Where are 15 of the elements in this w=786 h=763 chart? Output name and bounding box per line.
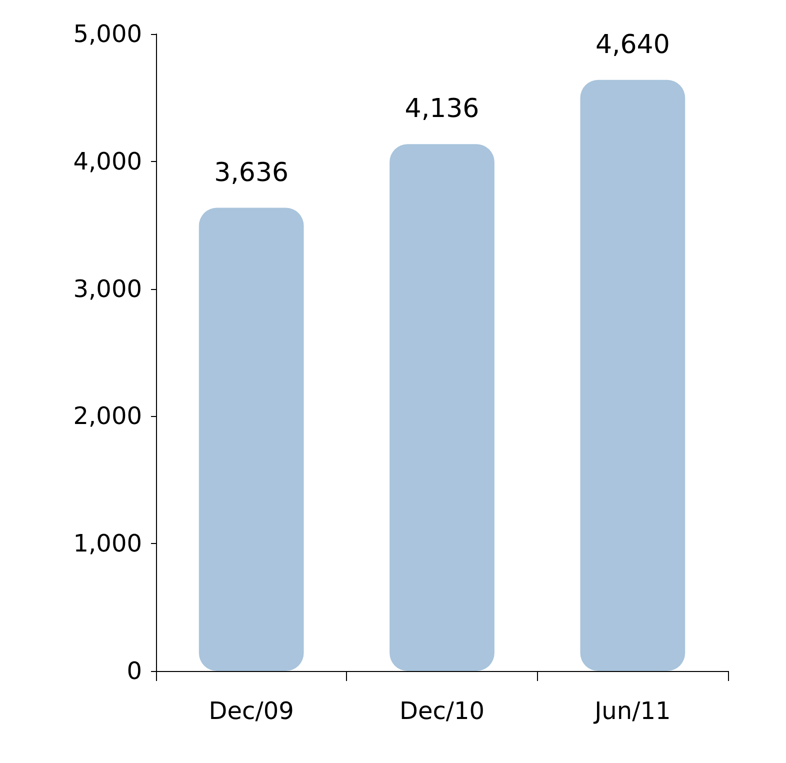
x-tick-label: Dec/09 xyxy=(208,697,294,725)
y-tick-label: 3,000 xyxy=(73,274,142,303)
y-tick-label: 1,000 xyxy=(73,530,142,558)
data-label: 3,636 xyxy=(214,158,289,188)
bar xyxy=(390,144,494,671)
bar xyxy=(580,80,686,671)
x-tick-label: Dec/10 xyxy=(399,697,485,725)
data-label: 4,640 xyxy=(595,30,670,60)
y-tick-label: 2,000 xyxy=(73,402,142,430)
y-tick-label: 5,000 xyxy=(73,20,142,48)
y-tick-label: 0 xyxy=(126,657,142,685)
bar xyxy=(198,208,304,671)
y-tick-label: 4,000 xyxy=(73,147,142,176)
x-tick-label: Jun/11 xyxy=(592,697,671,725)
data-label: 4,136 xyxy=(404,94,480,124)
